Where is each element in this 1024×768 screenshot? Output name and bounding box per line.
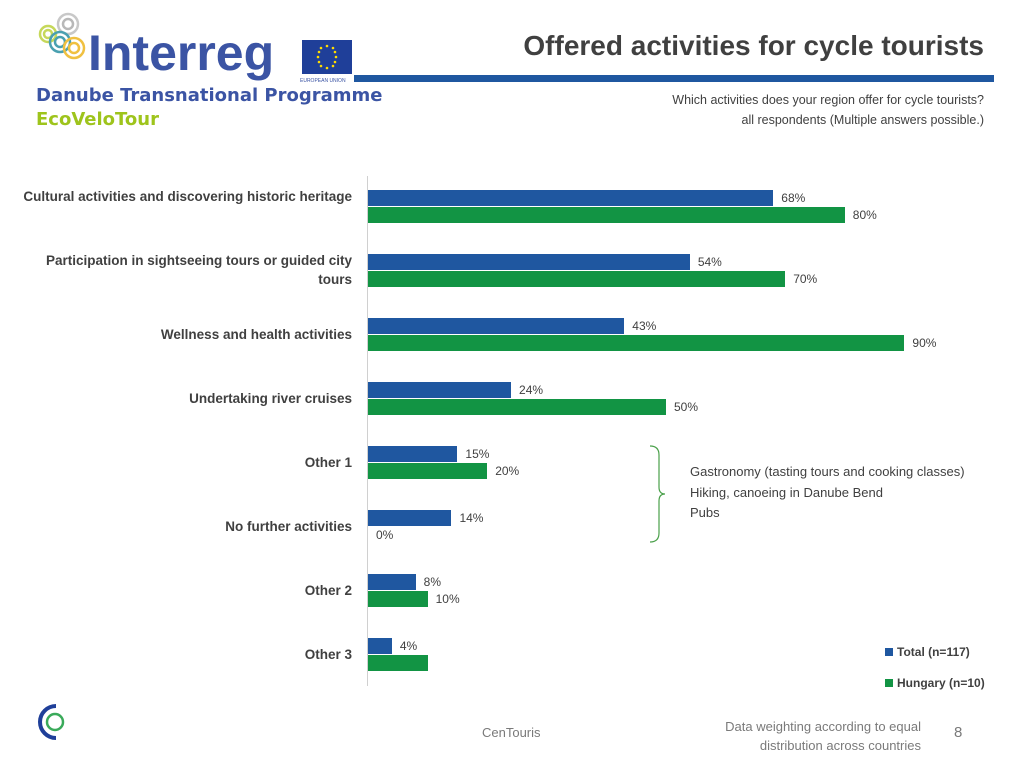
annotation-bracket [649, 445, 666, 543]
bar-total [368, 254, 690, 270]
interreg-waves-logo [38, 12, 86, 60]
footer-note-line: distribution across countries [759, 738, 921, 753]
survey-question: Which activities does your region offer … [672, 93, 984, 107]
bar-hungary [368, 207, 845, 223]
bar-hungary [368, 591, 428, 607]
bar-hungary [368, 655, 428, 671]
data-label: 8% [423, 575, 442, 589]
footer-source: CenTouris [482, 725, 541, 740]
data-label: 54% [697, 255, 722, 269]
bar-total [368, 446, 458, 462]
eu-label: EUROPEAN UNION [300, 78, 346, 84]
page-number: 8 [954, 724, 963, 741]
slide-title: Offered activities for cycle tourists [523, 30, 984, 61]
data-label: 10% [435, 592, 460, 606]
data-label: 68% [781, 191, 806, 205]
legend-item-hungary: Hungary (n=10) [885, 676, 985, 690]
footer-note-line: Data weighting according to equal [725, 719, 921, 734]
bar-total [368, 510, 452, 526]
category-label: Participation in sightseeing tours or gu… [45, 253, 352, 287]
data-label: 70% [793, 272, 818, 286]
title-underline [354, 75, 994, 82]
bar-total [368, 638, 392, 654]
bar-hungary [368, 335, 905, 351]
chart-axis [367, 176, 368, 686]
annotation-line: Pubs [690, 505, 720, 520]
legend-item-total: Total (n=117) [885, 645, 970, 659]
category-label: Other 2 [304, 582, 352, 598]
bar-hungary [368, 399, 666, 415]
category-label: Wellness and health activities [160, 326, 352, 342]
data-label: 14% [459, 511, 484, 525]
centouris-logo [38, 704, 65, 740]
eu-flag-icon [302, 40, 352, 74]
bar-total [368, 574, 416, 590]
data-label: 20% [495, 464, 520, 478]
bar-hungary [368, 271, 786, 287]
project-name: EcoVeloTour [36, 109, 159, 130]
bar-hungary [368, 463, 488, 479]
bar-total [368, 190, 774, 206]
annotation-line: Hiking, canoeing in Danube Bend [690, 485, 883, 500]
data-label: 4% [399, 639, 418, 653]
data-label: 43% [632, 319, 657, 333]
bar-total [368, 382, 512, 398]
category-label: Cultural activities and discovering hist… [23, 189, 352, 204]
category-label: Undertaking river cruises [189, 390, 352, 406]
programme-name: Danube Transnational Programme [36, 85, 383, 106]
data-label: 15% [465, 447, 490, 461]
category-label: Other 1 [304, 454, 352, 470]
legend-swatch-total [885, 648, 893, 656]
data-label: 90% [912, 336, 937, 350]
legend-swatch-hungary [885, 679, 893, 687]
legend-label: Hungary (n=10) [897, 676, 985, 690]
survey-base: all respondents (Multiple answers possib… [741, 113, 984, 127]
data-label: 0% [376, 528, 394, 542]
category-label: No further activities [225, 518, 352, 534]
annotation-line: Gastronomy (tasting tours and cooking cl… [690, 464, 965, 479]
legend-label: Total (n=117) [897, 645, 970, 659]
bar-total [368, 318, 625, 334]
subtitle: Which activities does your region offer … [672, 90, 984, 130]
interreg-logo-text: Interreg [88, 25, 275, 81]
data-label: 24% [519, 383, 544, 397]
data-label: 80% [852, 208, 877, 222]
category-label: Other 3 [304, 646, 352, 662]
data-label: 50% [674, 400, 699, 414]
footer-note: Data weighting according to equal distri… [725, 717, 921, 755]
